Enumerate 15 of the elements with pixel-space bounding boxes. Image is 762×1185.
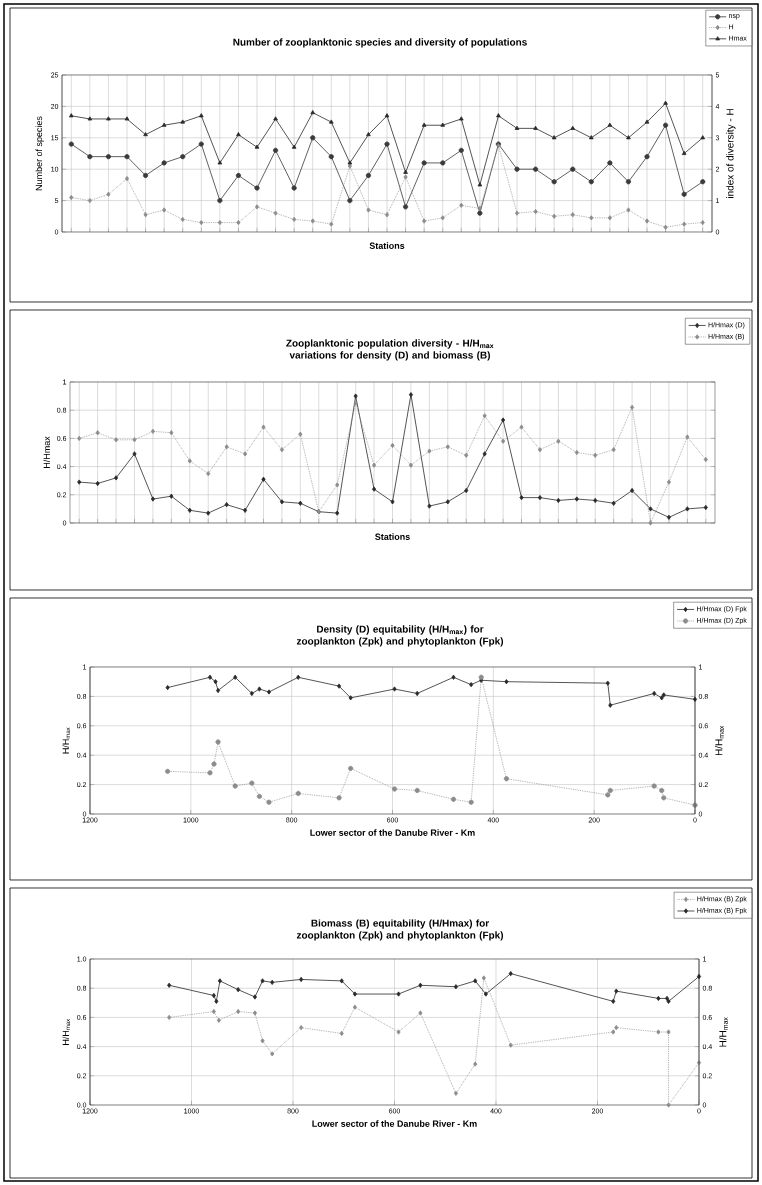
x-axis-title: Lower sector of the Danube River - Km (310, 829, 475, 836)
chart-title: Density (D) equitability (H/H$_{max}$) for zooplankton (Zpk) and phytoplankton (Fpk) (296, 625, 504, 647)
y2-axis-title: index of diversity - H (726, 109, 736, 198)
y2-axis-title: H/H$_{max}$ (719, 1017, 728, 1047)
chart-title: Biomass (B) equitability (H/Hmax) for zooplankton (Zpk) and phytoplankton (Fpk) (296, 919, 504, 941)
y2-axis-title: H/H$_{max}$ (715, 725, 724, 756)
chart-title: Zooplanktonic population diversity - H/H$_{max}$ variations for density (D) and biomass (B) (286, 339, 494, 361)
y-axis-title: Number of species (35, 116, 44, 191)
y-axis-title: H/H$_{max}$ (62, 727, 70, 754)
y-axis-title: H/H$_{max}$ (62, 1018, 70, 1045)
y-axis-title: H/Hmax (43, 436, 50, 468)
x-axis-title: Lower sector of the Danube River - Km (312, 1120, 477, 1127)
x-axis-title: Stations (375, 533, 410, 540)
x-axis-title: Stations (369, 242, 405, 249)
chart-title: Number of zooplanktonic species and diversity of populations (233, 38, 527, 48)
